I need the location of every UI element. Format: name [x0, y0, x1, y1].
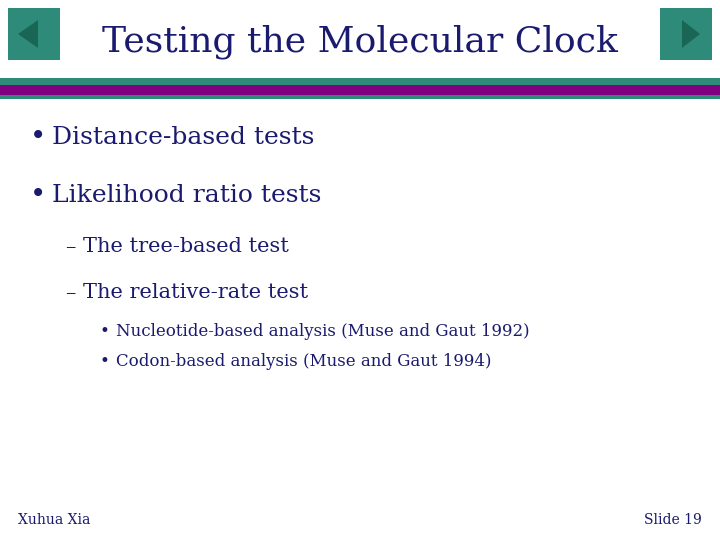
Text: The relative-rate test: The relative-rate test — [83, 284, 308, 302]
Bar — [0, 95, 720, 99]
Text: Distance-based tests: Distance-based tests — [52, 126, 315, 150]
Text: –: – — [65, 238, 76, 256]
Polygon shape — [682, 20, 700, 48]
Text: Xuhua Xia: Xuhua Xia — [18, 513, 91, 527]
Bar — [0, 85, 720, 95]
Bar — [660, 8, 712, 60]
Text: •: • — [100, 354, 110, 370]
Text: Likelihood ratio tests: Likelihood ratio tests — [52, 184, 321, 206]
Text: –: – — [65, 284, 76, 302]
Bar — [0, 78, 720, 85]
Text: •: • — [30, 125, 46, 152]
Text: •: • — [100, 323, 110, 341]
Polygon shape — [18, 20, 38, 48]
Text: Slide 19: Slide 19 — [644, 513, 702, 527]
Text: The tree-based test: The tree-based test — [83, 238, 289, 256]
Text: Testing the Molecular Clock: Testing the Molecular Clock — [102, 25, 618, 59]
Bar — [8, 8, 60, 60]
Text: •: • — [30, 181, 46, 208]
Text: Nucleotide-based analysis (Muse and Gaut 1992): Nucleotide-based analysis (Muse and Gaut… — [116, 323, 530, 341]
Text: Codon-based analysis (Muse and Gaut 1994): Codon-based analysis (Muse and Gaut 1994… — [116, 354, 492, 370]
